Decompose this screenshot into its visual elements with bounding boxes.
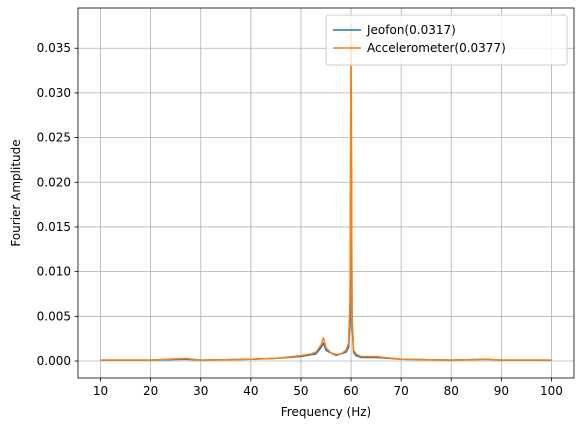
x-tick-label: 40 — [243, 384, 258, 398]
x-tick-label: 50 — [293, 384, 308, 398]
legend: Jeofon(0.0317) Accelerometer(0.0377) — [325, 14, 568, 66]
legend-label-jeofon: Jeofon(0.0317) — [366, 23, 456, 37]
y-tick-label: 0.030 — [37, 86, 71, 100]
y-tick-label: 0.010 — [37, 265, 71, 279]
x-tick-label: 10 — [93, 384, 108, 398]
series-line-accelerometer — [100, 23, 552, 361]
x-axis-label: Frequency (Hz) — [281, 405, 372, 419]
y-tick-label: 0.025 — [37, 131, 71, 145]
series-line-jeofon — [100, 76, 552, 361]
series-layer — [100, 23, 552, 361]
y-tick-label: 0.015 — [37, 220, 71, 234]
y-tick-label: 0.005 — [37, 309, 71, 323]
x-tick-label: 30 — [193, 384, 208, 398]
y-tick-label: 0.020 — [37, 175, 71, 189]
x-tick-label: 90 — [494, 384, 509, 398]
tick-layer: 10 20 30 40 50 60 70 80 90 100 0.000 0.005 0.010 0.01… — [37, 41, 563, 398]
legend-box — [325, 14, 568, 66]
y-tick-label: 0.000 — [37, 354, 71, 368]
x-tick-label: 60 — [343, 384, 358, 398]
x-tick-label: 70 — [394, 384, 409, 398]
plot-frame — [77, 7, 575, 379]
y-tick-label: 0.035 — [37, 41, 71, 55]
x-tick-label: 100 — [540, 384, 563, 398]
x-tick-label: 20 — [143, 384, 158, 398]
legend-label-accelerometer: Accelerometer(0.0377) — [367, 41, 506, 55]
x-tick-label: 80 — [444, 384, 459, 398]
y-axis-label: Fourier Amplitude — [9, 139, 23, 246]
